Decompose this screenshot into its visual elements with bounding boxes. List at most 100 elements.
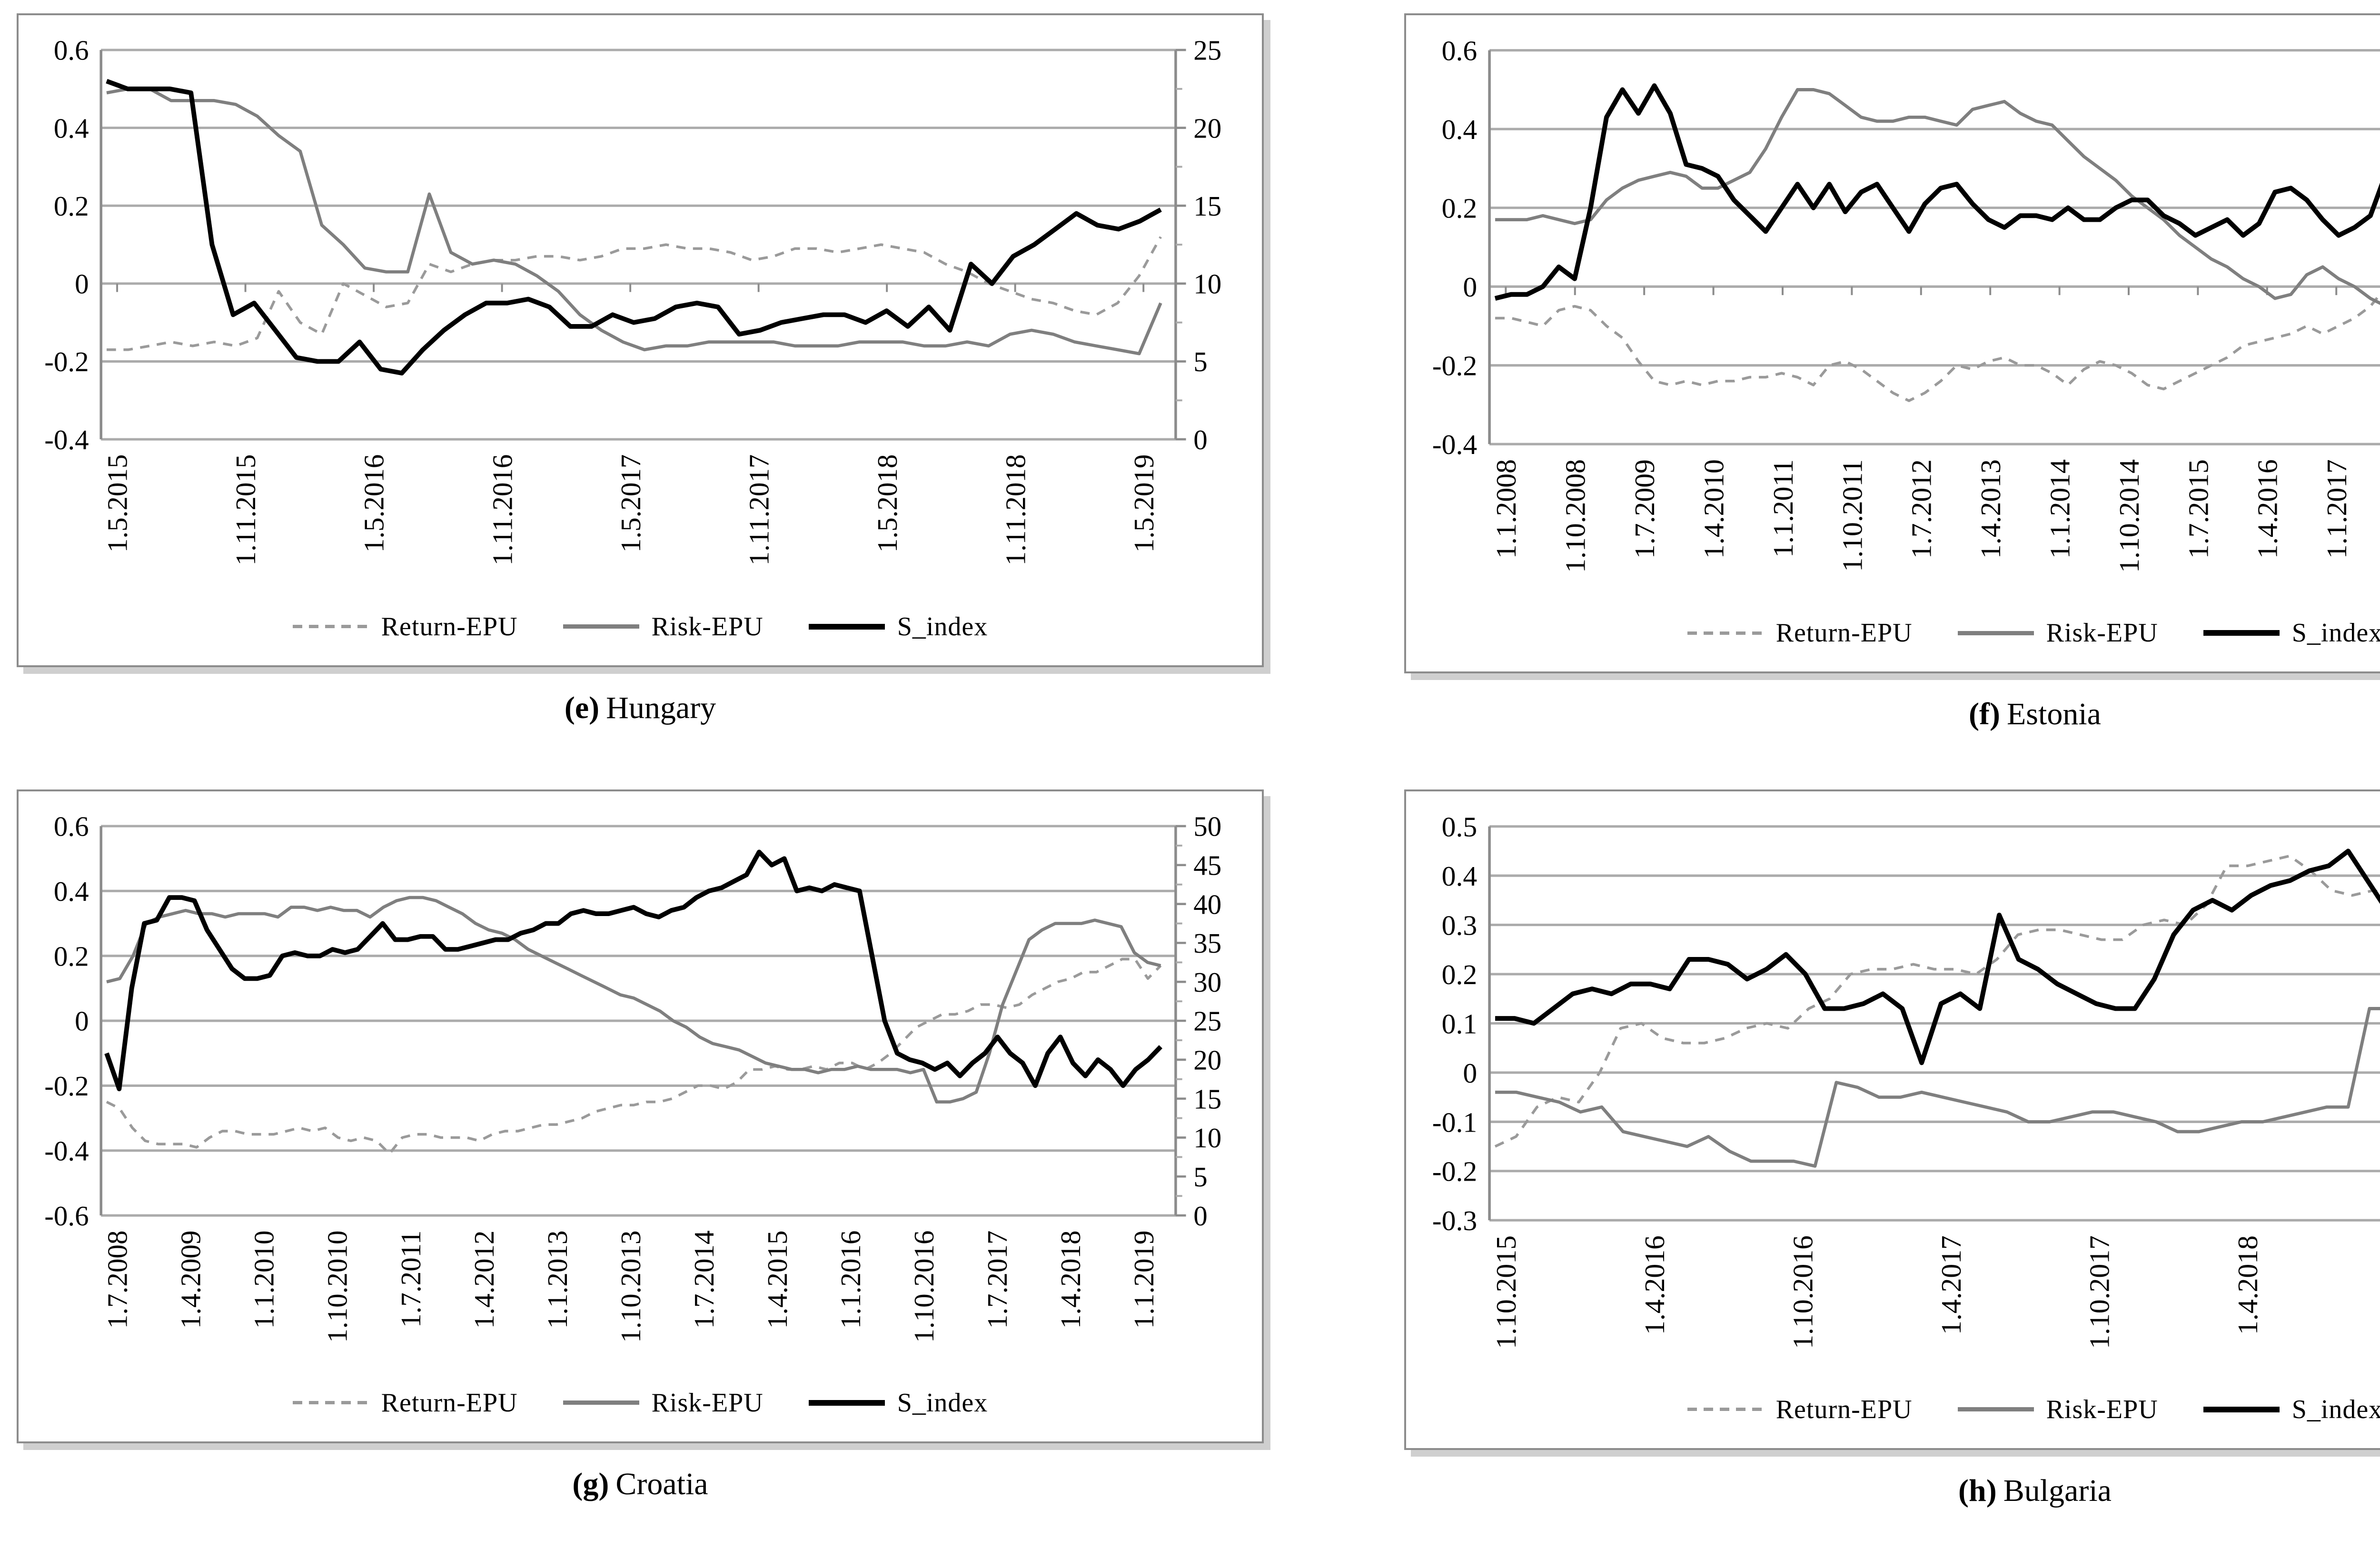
legend-label: Risk-EPU xyxy=(651,611,764,641)
svg-text:1.7.2009: 1.7.2009 xyxy=(1629,459,1660,559)
svg-text:1.4.2013: 1.4.2013 xyxy=(1975,459,2006,559)
chart-panel-estonia: 0.60.40.20-0.2-0.47060504030201001.1.200… xyxy=(1404,13,2380,674)
svg-text:1.1.2011: 1.1.2011 xyxy=(1767,459,1799,558)
svg-text:1.10.2017: 1.10.2017 xyxy=(2084,1236,2115,1350)
legend-label: Risk-EPU xyxy=(2046,618,2158,648)
svg-text:0: 0 xyxy=(75,1006,89,1037)
svg-text:1.11.2015: 1.11.2015 xyxy=(230,454,261,566)
croatia-plot: 0.60.40.20-0.2-0.4-0.6504540353025201510… xyxy=(44,811,1221,1343)
svg-text:-0.3: -0.3 xyxy=(1432,1205,1477,1237)
svg-text:0: 0 xyxy=(1193,424,1208,455)
svg-text:1.5.2016: 1.5.2016 xyxy=(358,454,390,553)
caption-hungary: (e) Hungary xyxy=(17,690,1264,726)
svg-text:15: 15 xyxy=(1193,190,1221,222)
legend-label: Return-EPU xyxy=(381,611,518,641)
svg-text:-0.2: -0.2 xyxy=(1432,1156,1477,1187)
bulgaria-legend: Return-EPU Risk-EPU S_index xyxy=(1410,1383,2380,1436)
svg-text:0.1: 0.1 xyxy=(1442,1008,1478,1040)
svg-text:1.10.2014: 1.10.2014 xyxy=(2113,459,2145,573)
cell-estonia: 0.60.40.20-0.2-0.47060504030201001.1.200… xyxy=(1404,13,2380,732)
svg-text:1.10.2016: 1.10.2016 xyxy=(1787,1236,1818,1350)
svg-text:-0.1: -0.1 xyxy=(1432,1107,1477,1138)
cell-hungary: 0.6 0.4 0.2 0 -0.2 -0.4 25 20 15 10 5 0 1.5.2015 1.11… xyxy=(17,13,1264,732)
estonia-legend: Return-EPU Risk-EPU S_index xyxy=(1410,607,2380,659)
svg-text:0: 0 xyxy=(1193,1200,1208,1232)
svg-text:20: 20 xyxy=(1193,1045,1221,1076)
svg-text:1.7.2015: 1.7.2015 xyxy=(2182,459,2214,559)
legend-label: Risk-EPU xyxy=(2046,1394,2158,1424)
svg-text:0.4: 0.4 xyxy=(54,112,89,144)
legend-label: S_index xyxy=(897,611,988,641)
legend-item-risk-epu: Risk-EPU xyxy=(563,611,764,642)
svg-text:1.10.2013: 1.10.2013 xyxy=(615,1231,646,1343)
legend-label: S_index xyxy=(2291,618,2380,648)
svg-text:45: 45 xyxy=(1193,850,1221,881)
svg-text:0.2: 0.2 xyxy=(54,941,89,972)
svg-text:0.2: 0.2 xyxy=(1442,193,1478,224)
risk-epu-line-sample xyxy=(1957,1407,2034,1412)
svg-text:1.10.2011: 1.10.2011 xyxy=(1836,459,1868,572)
hungary-plot: 0.6 0.4 0.2 0 -0.2 -0.4 25 20 15 10 5 0 1.5.2015 1.11… xyxy=(44,35,1221,566)
risk-epu-line-sample xyxy=(563,624,639,629)
caption-letter: (f) xyxy=(1969,697,2000,732)
svg-text:1.1.2019: 1.1.2019 xyxy=(1128,1231,1160,1329)
s-index-line-sample xyxy=(2203,630,2280,636)
svg-text:1.4.2018: 1.4.2018 xyxy=(2232,1236,2263,1335)
svg-text:-0.4: -0.4 xyxy=(44,1135,89,1167)
svg-text:0.4: 0.4 xyxy=(1442,114,1478,145)
svg-text:1.1.2014: 1.1.2014 xyxy=(2044,459,2075,559)
legend-label: Return-EPU xyxy=(381,1388,518,1418)
svg-text:1.11.2017: 1.11.2017 xyxy=(743,454,774,566)
caption-letter: (e) xyxy=(564,690,600,725)
legend-item-s-index: S_index xyxy=(2203,1394,2380,1425)
return-epu-line-sample xyxy=(1687,1408,1764,1411)
svg-text:-0.2: -0.2 xyxy=(44,346,89,377)
svg-text:1.4.2018: 1.4.2018 xyxy=(1055,1231,1086,1329)
svg-text:15: 15 xyxy=(1193,1084,1221,1115)
svg-text:1.4.2015: 1.4.2015 xyxy=(762,1231,793,1329)
svg-text:40: 40 xyxy=(1193,889,1221,920)
legend-item-s-index: S_index xyxy=(808,611,988,642)
svg-text:0.5: 0.5 xyxy=(1442,811,1478,843)
svg-text:1.5.2015: 1.5.2015 xyxy=(102,454,133,553)
legend-item-s-index: S_index xyxy=(808,1388,988,1418)
svg-text:10: 10 xyxy=(1193,268,1221,300)
svg-text:1.1.2008: 1.1.2008 xyxy=(1490,459,1522,559)
svg-text:1.7.2011: 1.7.2011 xyxy=(395,1231,426,1328)
svg-text:1.1.2010: 1.1.2010 xyxy=(248,1231,280,1329)
legend-label: Return-EPU xyxy=(1775,618,1913,648)
svg-text:1.4.2017: 1.4.2017 xyxy=(1935,1236,1967,1335)
svg-text:1.5.2018: 1.5.2018 xyxy=(872,454,903,553)
risk-epu-line-sample xyxy=(563,1400,639,1405)
chart-panel-hungary: 0.6 0.4 0.2 0 -0.2 -0.4 25 20 15 10 5 0 1.5.2015 1.11… xyxy=(17,13,1264,667)
caption-croatia: (g) Croatia xyxy=(17,1466,1264,1502)
svg-text:1.4.2012: 1.4.2012 xyxy=(468,1231,500,1329)
svg-text:10: 10 xyxy=(1193,1123,1221,1154)
svg-text:1.7.2017: 1.7.2017 xyxy=(982,1231,1013,1329)
svg-text:1.4.2016: 1.4.2016 xyxy=(1639,1236,1670,1335)
legend-label: Return-EPU xyxy=(1775,1394,1913,1424)
svg-text:-0.4: -0.4 xyxy=(44,424,89,455)
svg-text:1.10.2010: 1.10.2010 xyxy=(322,1231,353,1343)
svg-text:1.4.2009: 1.4.2009 xyxy=(175,1231,207,1329)
risk-epu-line-sample xyxy=(1957,631,2034,635)
svg-text:1.4.2010: 1.4.2010 xyxy=(1698,459,1729,559)
svg-text:0.2: 0.2 xyxy=(54,190,89,222)
svg-text:50: 50 xyxy=(1193,811,1221,842)
svg-text:5: 5 xyxy=(1193,1161,1208,1193)
legend-item-risk-epu: Risk-EPU xyxy=(1957,618,2158,648)
bulgaria-plot: 0.50.40.30.20.10-0.1-0.2-0.3161412108642… xyxy=(1432,811,2380,1350)
legend-item-return-epu: Return-EPU xyxy=(292,1388,518,1418)
svg-text:1.7.2012: 1.7.2012 xyxy=(1906,459,1937,559)
svg-text:0.4: 0.4 xyxy=(1442,860,1478,892)
svg-text:5: 5 xyxy=(1193,346,1208,377)
svg-text:1.7.2014: 1.7.2014 xyxy=(688,1231,720,1329)
svg-text:0: 0 xyxy=(1463,1057,1477,1089)
legend-item-risk-epu: Risk-EPU xyxy=(563,1388,764,1418)
hungary-legend: Return-EPU Risk-EPU S_index xyxy=(22,601,1258,653)
svg-text:0.6: 0.6 xyxy=(1442,35,1478,67)
svg-text:-0.4: -0.4 xyxy=(1432,429,1477,460)
svg-text:1.10.2008: 1.10.2008 xyxy=(1560,459,1591,573)
figure-grid: 0.6 0.4 0.2 0 -0.2 -0.4 25 20 15 10 5 0 1.5.2015 1.11… xyxy=(17,13,2380,1508)
caption-country: Croatia xyxy=(615,1466,708,1501)
